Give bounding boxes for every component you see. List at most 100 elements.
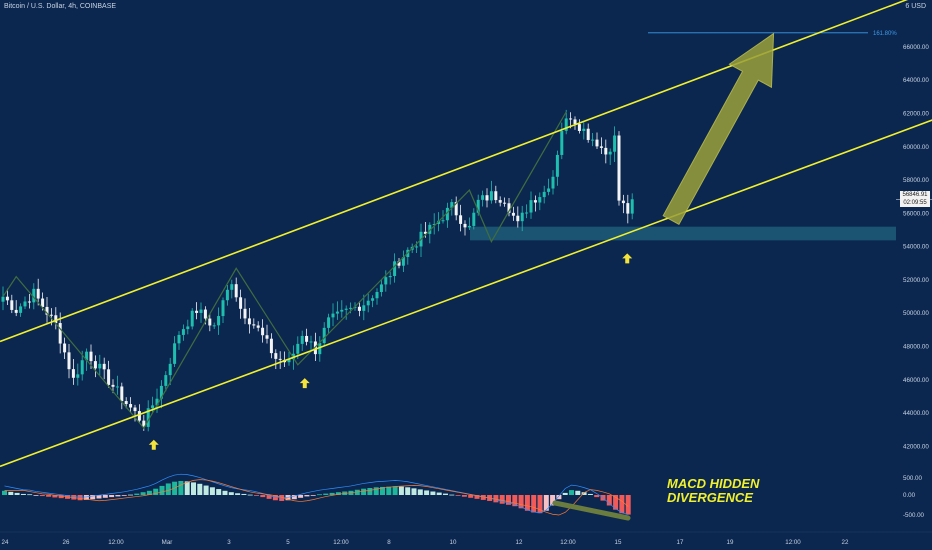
macd-bar [222,490,228,495]
candle-body [107,369,111,385]
candle-body [10,300,14,310]
candle-body [243,308,247,319]
y-tick-label: 42000.00 [903,443,929,450]
macd-bar [90,495,96,500]
candle-body [291,353,295,360]
macd-bar [134,493,140,495]
macd-bar [46,495,52,497]
candle-body [525,212,529,214]
candle-body [5,296,9,301]
candle-body [300,335,304,344]
candle-body [36,288,40,299]
macd-bar [411,488,417,495]
macd-bar [373,487,379,495]
channel-upper-line [0,0,909,343]
macd-bar [361,488,367,495]
y-tick-label: 46000.00 [903,377,929,384]
candle-body [199,309,203,313]
x-tick-label: 12:00 [785,539,801,546]
x-tick-label: 5 [286,539,290,546]
macd-bar [140,492,146,495]
candle-body [476,199,480,213]
candle-body [159,385,163,399]
macd-bar [159,485,165,495]
macd-bar [266,495,272,499]
macd-bar [537,495,543,514]
macd-bar [468,495,474,498]
candle-body [318,343,322,355]
macd-bar [39,495,45,497]
divergence-line [552,500,631,521]
macd-bar [197,483,203,495]
candle-body [331,313,335,318]
macd-bar [209,487,215,495]
candle-body [454,202,458,216]
candle-body [85,351,89,361]
candle-body [489,191,493,201]
macd-bar [109,495,115,498]
candle-body [173,343,177,364]
candle-body [14,309,18,313]
macd-bar [619,495,625,514]
chart-title: Bitcoin / U.S. Dollar, 4h, COINBASE [4,3,117,10]
candle-body [327,317,331,328]
candle-body [608,151,612,155]
candle-body [630,199,634,214]
candle-body [569,118,573,120]
macd-bar [386,486,392,495]
macd-bar [354,489,360,495]
candle-body [573,119,577,125]
x-tick-label: 12:00 [333,539,349,546]
candle-body [547,188,551,192]
macd-bar [178,481,184,495]
macd-bar [380,486,385,495]
macd-bar [424,490,430,495]
candle-body [481,195,485,200]
last-price-tag: 56846.91 [900,191,930,199]
candle-body [225,289,229,301]
candle-body [133,407,137,412]
annotation-line1: MACD HIDDEN [667,476,760,491]
currency-prefix: 6 [905,3,910,10]
up-arrow-icon [622,253,633,264]
macd-bar [587,493,593,495]
macd-bar [606,495,612,506]
macd-bar [317,494,322,496]
candle-body [129,404,133,408]
candle-body [507,203,511,213]
macd-bar [33,495,39,496]
macd-bar [443,493,448,495]
macd-bar [254,495,259,496]
macd-tick-label: -500.00 [903,512,925,519]
candle-body [626,203,630,214]
macd-bar [128,494,133,496]
candle-body [564,118,568,131]
candle-body [67,352,71,370]
candle-body [261,327,265,336]
macd-bar [203,485,209,495]
candle-body [604,147,608,155]
candle-body [203,309,207,319]
candle-body [511,212,515,216]
y-tick-label: 60000.00 [903,144,929,151]
macd-bar [493,495,499,503]
macd-bar [594,495,600,498]
candle-body [278,358,282,360]
candle-body [208,318,212,326]
x-tick-label: 12:00 [108,539,124,546]
macd-bar [20,493,26,495]
candle-body [54,315,58,324]
candle-body [485,195,489,201]
candle-body [217,316,221,326]
macd-bar [329,492,335,495]
candle-body [305,335,309,342]
candle-body [269,338,273,354]
candle-body [463,223,467,228]
candle-body [177,334,181,344]
x-tick-label: 24 [2,539,9,546]
macd-bar [506,495,511,505]
candle-body [80,360,84,375]
candle-body [111,384,115,387]
projection-arrow [662,32,775,226]
